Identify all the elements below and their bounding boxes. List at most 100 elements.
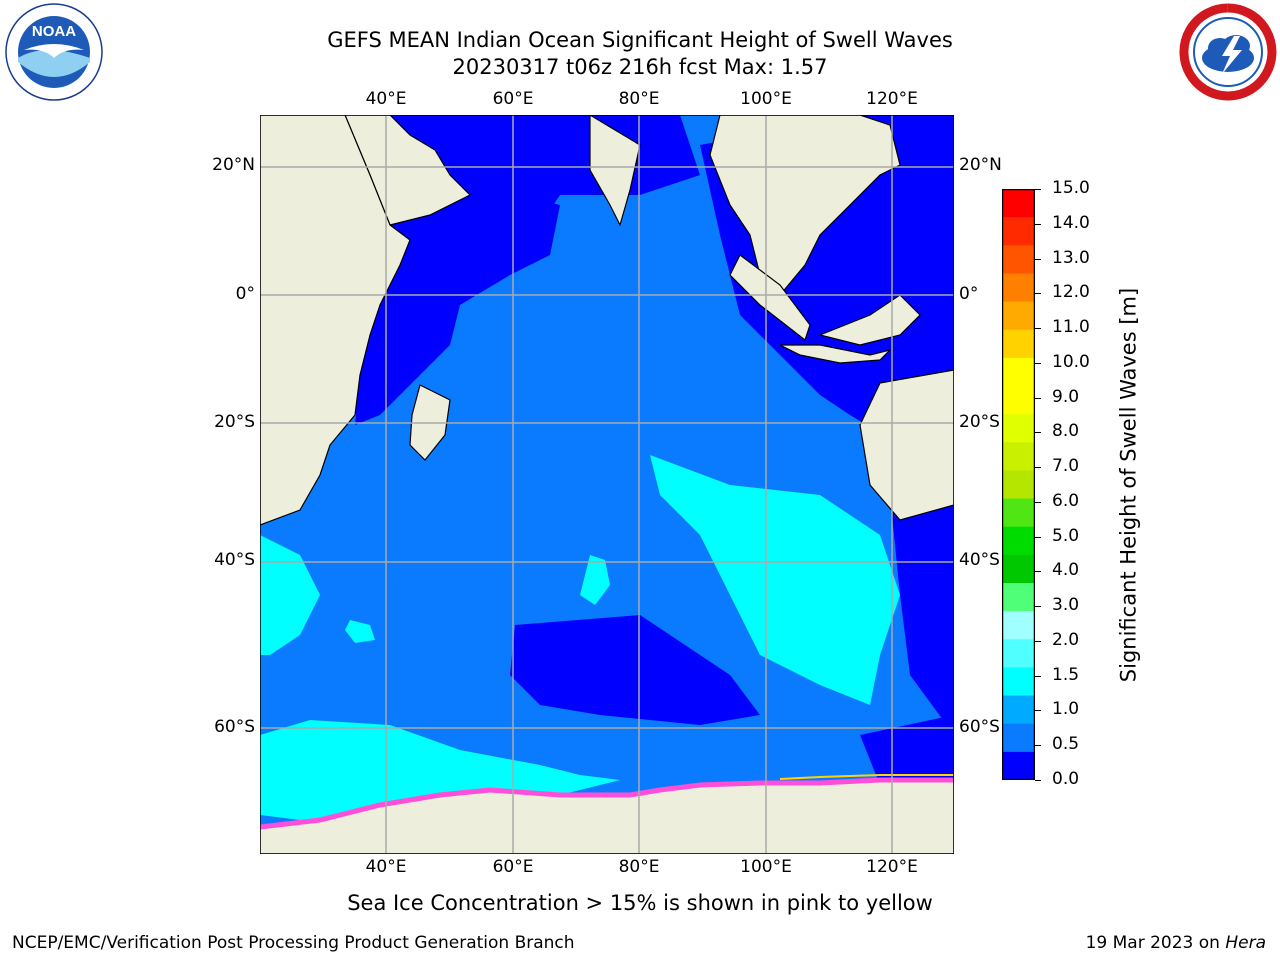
medium-swell-region: [650, 455, 900, 705]
lon-label-top: 80°E: [618, 89, 660, 109]
colorbar-tick-label: 0.5: [1052, 734, 1080, 755]
colorbar-tick-mark: [1035, 293, 1041, 295]
footer-date-text: 19 Mar 2023 on: [1085, 933, 1226, 953]
colorbar-tick-mark: [1035, 328, 1041, 330]
colorbar: [1001, 188, 1036, 781]
low-swell-region: [890, 495, 954, 735]
land-mass: [818, 294, 921, 346]
colorbar-swatch: [1002, 751, 1035, 781]
colorbar-swatch: [1002, 723, 1035, 753]
map-panel: [259, 113, 955, 855]
colorbar-tick-mark: [1035, 258, 1041, 260]
colorbar-swatch: [1002, 526, 1035, 556]
colorbar-tick-mark: [1035, 675, 1041, 677]
colorbar-tick-mark: [1035, 710, 1041, 712]
colorbar-tick-mark: [1035, 397, 1041, 399]
sea-ice-edge: [259, 777, 954, 830]
chart-subtitle: 20230317 t06z 216h fcst Max: 1.57: [452, 55, 828, 79]
colorbar-tick-mark: [1035, 640, 1041, 642]
colorbar-tick-mark: [1035, 432, 1041, 434]
colorbar-swatch: [1002, 611, 1035, 640]
colorbar-tick-label: 15.0: [1052, 178, 1090, 198]
colorbar-tick-label: 9.0: [1052, 386, 1080, 407]
colorbar-tick-label: 10.0: [1052, 351, 1090, 372]
low-swell-region: [355, 195, 560, 425]
colorbar-tick-mark: [1035, 745, 1041, 747]
sea-ice-edge-high: [779, 774, 954, 780]
lat-label-left: 0°: [235, 284, 255, 304]
colorbar-tick-label: 1.0: [1052, 699, 1080, 720]
chart-title: GEFS MEAN Indian Ocean Significant Heigh…: [327, 28, 953, 52]
colorbar-swatch: [1002, 667, 1035, 697]
colorbar-tick-mark: [1035, 362, 1041, 364]
colorbar-swatch: [1002, 470, 1035, 500]
lon-label-bottom: 60°E: [492, 857, 534, 877]
lat-label-right: 20°N: [959, 155, 1002, 175]
colorbar-swatch: [1002, 386, 1035, 415]
lon-label-bottom: 100°E: [740, 857, 792, 877]
colorbar-tick-label: 8.0: [1052, 421, 1080, 442]
lon-label-top: 100°E: [740, 89, 792, 109]
colorbar-swatch: [1002, 414, 1035, 443]
colorbar-swatch: [1002, 301, 1035, 331]
medium-swell-region: [580, 555, 610, 605]
colorbar-tick-mark: [1035, 467, 1041, 469]
colorbar-tick-label: 4.0: [1052, 560, 1080, 581]
lon-label-top: 40°E: [365, 89, 407, 109]
colorbar-tick-label: 3.0: [1052, 595, 1080, 616]
colorbar-tick-label: 13.0: [1052, 247, 1090, 268]
colorbar-swatch: [1002, 442, 1035, 471]
footer-credit: NCEP/EMC/Verification Post Processing Pr…: [12, 933, 575, 953]
colorbar-tick-mark: [1035, 501, 1041, 503]
land-mass: [729, 254, 811, 341]
colorbar-swatch: [1002, 245, 1035, 274]
noaa-logo: NOAA: [4, 2, 104, 102]
lon-label-top: 120°E: [866, 89, 918, 109]
colorbar-tick-mark: [1035, 780, 1041, 781]
colorbar-tick-label: 7.0: [1052, 456, 1080, 477]
medium-swell-region: [345, 620, 375, 643]
lat-label-right: 0°: [959, 284, 979, 304]
colorbar-tick-label: 0.0: [1052, 769, 1080, 789]
colorbar-tick-mark: [1035, 536, 1041, 538]
land-mass: [779, 344, 892, 364]
colorbar-swatch: [1002, 554, 1035, 584]
colorbar-tick-label: 14.0: [1052, 212, 1090, 233]
colorbar-swatch: [1002, 498, 1035, 528]
colorbar-frame: [1001, 188, 1036, 781]
colorbar-swatch: [1002, 583, 1035, 612]
lat-label-left: 60°S: [214, 717, 255, 737]
colorbar-swatch: [1002, 329, 1035, 359]
colorbar-tick-label: 2.0: [1052, 629, 1080, 650]
lat-label-right: 20°S: [959, 412, 1000, 432]
colorbar-tick-mark: [1035, 223, 1041, 225]
colorbar-tick-mark: [1035, 606, 1041, 608]
colorbar-swatch: [1002, 273, 1035, 303]
lat-label-left: 20°S: [214, 412, 255, 432]
colorbar-swatch: [1002, 695, 1035, 725]
colorbar-tick-label: 6.0: [1052, 490, 1080, 511]
lon-label-bottom: 40°E: [365, 857, 407, 877]
colorbar-label: Significant Height of Swell Waves [m]: [1116, 287, 1141, 683]
colorbar-swatch: [1002, 217, 1035, 246]
colorbar-tick-label: 1.5: [1052, 664, 1080, 685]
lat-label-left: 20°N: [212, 155, 255, 175]
lon-label-top: 60°E: [492, 89, 534, 109]
colorbar-tick-label: 5.0: [1052, 525, 1080, 546]
colorbar-tick-label: 12.0: [1052, 282, 1090, 303]
ocean-map: [259, 113, 955, 855]
colorbar-tick-label: 11.0: [1052, 317, 1090, 338]
lat-label-right: 60°S: [959, 717, 1000, 737]
lon-label-bottom: 120°E: [866, 857, 918, 877]
footer-date: 19 Mar 2023 on Hera: [1086, 933, 1266, 953]
colorbar-swatch: [1002, 189, 1035, 218]
lat-label-left: 40°S: [214, 550, 255, 570]
sea-ice-note: Sea Ice Concentration > 15% is shown in …: [347, 891, 933, 915]
nws-logo: [1178, 2, 1278, 102]
colorbar-swatch: [1002, 639, 1035, 668]
noaa-logo-text: NOAA: [32, 23, 76, 40]
footer-host: Hera: [1225, 933, 1266, 953]
lon-label-bottom: 80°E: [618, 857, 660, 877]
medium-swell-region: [260, 535, 320, 655]
low-swell-region: [510, 615, 760, 725]
